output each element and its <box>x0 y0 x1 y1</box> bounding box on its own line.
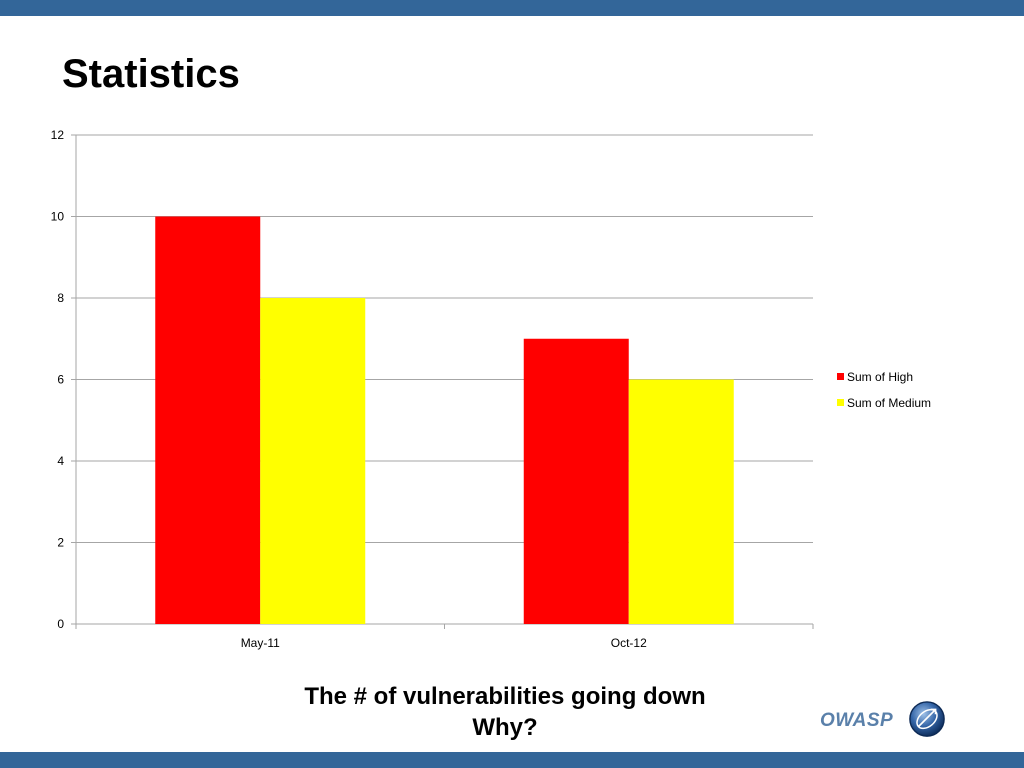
legend-label: Sum of High <box>847 370 913 384</box>
bar <box>155 216 261 624</box>
bar <box>523 338 629 624</box>
bar <box>260 298 366 624</box>
y-tick-label: 0 <box>57 617 64 631</box>
legend-swatch <box>837 373 844 380</box>
y-tick-label: 10 <box>51 210 65 224</box>
x-tick-label: Oct-12 <box>611 636 647 650</box>
caption-line-1: The # of vulnerabilities going down <box>304 683 706 710</box>
caption-line-2: Why? <box>472 714 538 741</box>
y-tick-label: 8 <box>57 291 64 305</box>
y-tick-label: 2 <box>57 536 64 550</box>
globe-icon <box>909 701 945 737</box>
y-tick-label: 12 <box>51 128 65 142</box>
y-tick-label: 6 <box>57 373 64 387</box>
bar <box>628 379 734 624</box>
bar-chart: 0 2 4 6 8 10 12 May-11 Oct-12 Sum of High Sum of M… <box>51 128 931 650</box>
y-tick-label: 4 <box>57 454 64 468</box>
bottom-band <box>0 752 1024 768</box>
owasp-logo: OWASP <box>820 700 950 742</box>
page-title: Statistics <box>62 52 240 96</box>
legend-label: Sum of Medium <box>847 396 931 410</box>
legend-swatch <box>837 399 844 406</box>
logo-text: OWASP <box>820 710 894 731</box>
x-tick-label: May-11 <box>241 636 280 650</box>
top-band <box>0 0 1024 16</box>
